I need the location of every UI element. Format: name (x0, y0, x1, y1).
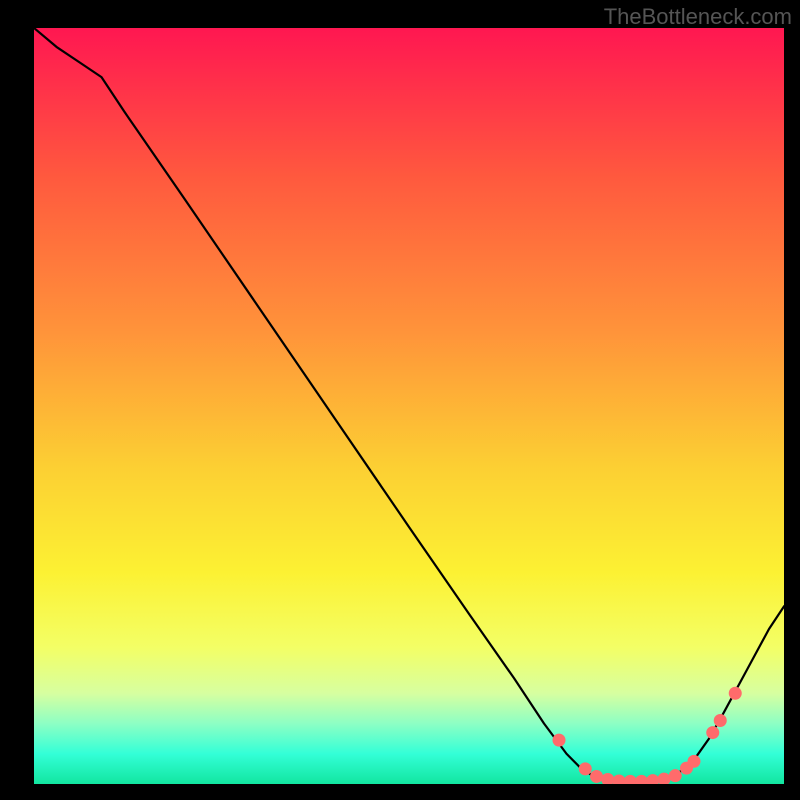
curve-marker (553, 734, 566, 747)
curve-marker (590, 770, 603, 783)
plot-background (34, 28, 784, 784)
curve-marker (688, 755, 701, 768)
curve-marker (706, 726, 719, 739)
curve-marker (729, 687, 742, 700)
gradient-plot (34, 28, 784, 784)
curve-marker (669, 769, 682, 782)
curve-marker (714, 714, 727, 727)
watermark-text: TheBottleneck.com (604, 4, 792, 30)
curve-marker (579, 762, 592, 775)
chart-canvas: TheBottleneck.com (0, 0, 800, 800)
plot-frame (34, 28, 784, 784)
